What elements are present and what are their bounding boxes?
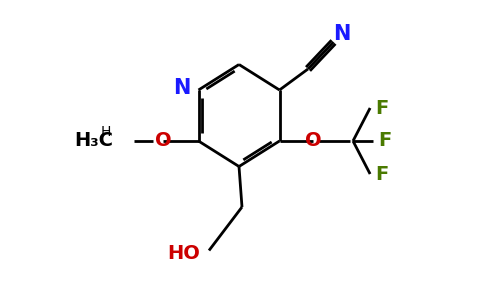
Text: F: F — [376, 164, 389, 184]
Text: H: H — [101, 125, 111, 140]
Text: O: O — [155, 131, 172, 151]
Text: F: F — [376, 98, 389, 118]
Text: HO: HO — [167, 244, 200, 263]
Text: F: F — [378, 131, 392, 151]
Text: N: N — [333, 24, 350, 44]
Text: H₃C: H₃C — [74, 131, 113, 151]
Text: O: O — [305, 131, 321, 151]
Text: N: N — [173, 79, 190, 98]
